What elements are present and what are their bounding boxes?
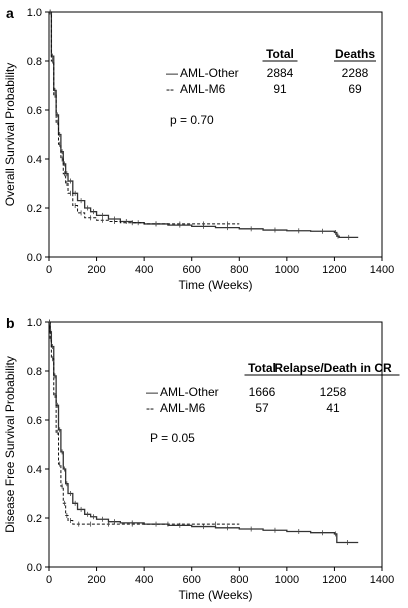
x-tick-label: 200	[87, 574, 105, 586]
plot-frame	[48, 11, 383, 258]
legend-total-value: 1666	[249, 385, 276, 399]
series-line-aml-m6	[49, 11, 240, 225]
panel-letter: b	[6, 315, 15, 331]
panel-letter: a	[6, 5, 14, 21]
y-tick-label: 0.8	[27, 366, 42, 378]
y-tick-label: 0.2	[27, 513, 42, 525]
x-tick-label: 0	[46, 574, 52, 586]
legend-events-value: 69	[348, 82, 362, 96]
p-value-annotation: P = 0.05	[150, 431, 195, 445]
legend-series-name: AML-Other	[160, 385, 219, 399]
y-axis-title: Disease Free Survival Probability	[3, 356, 17, 533]
legend-header-events: Relapse/Death in CR	[274, 361, 392, 375]
legend-header-events: Deaths	[335, 47, 375, 61]
x-tick-label: 800	[230, 264, 248, 276]
x-tick-label: 0	[46, 264, 52, 276]
legend-series-name: AML-M6	[180, 82, 226, 96]
x-tick-label: 200	[87, 264, 105, 276]
x-tick-label: 1000	[275, 264, 299, 276]
y-tick-label: 0.2	[27, 203, 42, 215]
legend-marker: —	[166, 66, 178, 80]
y-tick-label: 0.4	[27, 154, 42, 166]
x-axis-title: Time (Weeks)	[178, 278, 252, 292]
series-line-aml-m6	[49, 321, 240, 525]
legend-total-value: 57	[255, 401, 269, 415]
y-tick-label: 0.0	[27, 562, 42, 574]
x-axis-title: Time (Weeks)	[178, 588, 252, 602]
x-tick-label: 600	[183, 264, 201, 276]
legend-events-value: 41	[326, 401, 340, 415]
legend-events-value: 1258	[320, 385, 347, 399]
x-tick-label: 800	[230, 574, 248, 586]
x-tick-label: 400	[135, 264, 153, 276]
legend-total-value: 91	[273, 82, 287, 96]
legend-series-name: AML-M6	[160, 401, 206, 415]
y-tick-label: 1.0	[27, 317, 42, 329]
x-tick-label: 1200	[322, 574, 346, 586]
x-tick-label: 600	[183, 574, 201, 586]
series-line-aml-other	[49, 321, 359, 544]
legend-marker: --	[146, 401, 154, 415]
legend-marker: —	[146, 385, 158, 399]
legend-header-total: Total	[248, 361, 276, 375]
x-tick-label: 400	[135, 574, 153, 586]
x-tick-label: 1200	[322, 264, 346, 276]
y-tick-label: 0.8	[27, 56, 42, 68]
x-tick-label: 1400	[370, 264, 394, 276]
chart-panel-b: b 0 200 400 600 800 1000 1200 1400 0.0 0.2 0.4 0.6 0.…	[3, 315, 400, 602]
series-line-aml-other	[49, 11, 359, 239]
x-tick-label: 1000	[275, 574, 299, 586]
y-tick-label: 0.6	[27, 105, 42, 117]
legend-series-name: AML-Other	[180, 66, 239, 80]
x-tick-label: 1400	[370, 574, 394, 586]
chart-panel-a: a 0 200 400 600 800 1000 1200 1400 0.0 0.2 0.4 0.6 0.…	[3, 5, 394, 292]
p-value-annotation: p = 0.70	[170, 113, 214, 127]
y-tick-label: 0.4	[27, 464, 42, 476]
legend-total-value: 2884	[267, 66, 294, 80]
y-tick-label: 0.6	[27, 415, 42, 427]
plot-frame	[48, 321, 383, 568]
legend-marker: --	[166, 82, 174, 96]
legend-events-value: 2288	[342, 66, 369, 80]
legend-header-total: Total	[266, 47, 294, 61]
y-tick-label: 1.0	[27, 7, 42, 19]
y-axis-title: Overall Survival Probability	[3, 63, 17, 206]
y-tick-label: 0.0	[27, 252, 42, 264]
